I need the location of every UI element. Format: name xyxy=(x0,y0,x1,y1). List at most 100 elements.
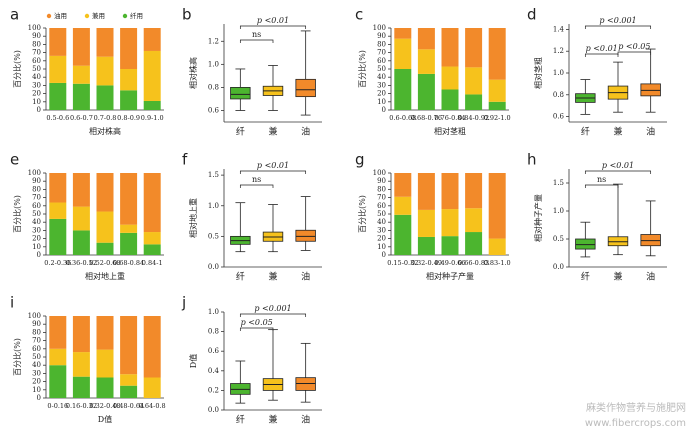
y-tick-label: 30 xyxy=(32,369,41,377)
watermark: www.fibercrops.com xyxy=(585,418,686,429)
bar-segment xyxy=(120,224,138,233)
y-tick-label: 40 xyxy=(377,218,386,226)
bar-segment xyxy=(49,173,67,203)
comparison-bracket xyxy=(584,53,619,57)
bar-segment xyxy=(49,218,67,255)
y-tick-label: 60 xyxy=(377,57,386,65)
bar-segment xyxy=(49,365,67,398)
x-axis-title: 相对茎粗 xyxy=(434,126,466,136)
comparison-bracket xyxy=(239,25,307,29)
y-tick-label: 10 xyxy=(377,243,386,251)
y-tick-label: 20 xyxy=(32,378,41,386)
y-tick-label: 70 xyxy=(32,194,41,202)
y-tick-label: 1.0 xyxy=(208,60,219,68)
y-axis-title: 百分比(%) xyxy=(12,338,22,376)
panel-label: c xyxy=(355,6,363,24)
y-tick-label: 0.0 xyxy=(553,263,564,271)
x-tick-label: 兼 xyxy=(268,271,277,283)
bar-segment xyxy=(394,196,412,215)
comparison-label: p <0.05 xyxy=(618,42,650,51)
y-axis-title: 百分比(%) xyxy=(357,195,367,233)
comparison-bracket xyxy=(239,327,274,331)
x-tick-label: 0.83-1.0 xyxy=(484,259,511,267)
y-tick-label: 0.8 xyxy=(553,91,564,99)
bar-segment xyxy=(394,38,412,69)
y-tick-label: 10 xyxy=(32,243,41,251)
y-tick-label: 60 xyxy=(32,57,41,65)
bar-segment xyxy=(49,202,67,219)
panel-label: f xyxy=(182,151,188,169)
x-tick-label: 0.32-0.48 xyxy=(89,402,120,410)
y-tick-label: 40 xyxy=(377,73,386,81)
y-tick-label: 1.0 xyxy=(553,207,564,215)
bar-segment xyxy=(120,232,138,255)
bar-segment xyxy=(488,238,506,255)
x-tick-label: 兼 xyxy=(268,126,277,138)
comparison-bracket xyxy=(584,25,652,29)
comparison-label: ns xyxy=(252,175,261,184)
x-tick-label: 0-0.16 xyxy=(47,402,68,410)
y-tick-label: 80 xyxy=(32,185,41,193)
y-tick-label: 40 xyxy=(32,361,41,369)
y-tick-label: 0.8 xyxy=(208,328,219,336)
bar-segment xyxy=(96,173,114,212)
bar-segment xyxy=(143,244,161,255)
bar-segment xyxy=(143,377,161,398)
bar-segment xyxy=(96,377,114,398)
bar-segment xyxy=(394,69,412,110)
bar-segment xyxy=(488,173,506,239)
comparison-label: p <0.01 xyxy=(257,16,289,25)
x-tick-label: 油 xyxy=(646,126,655,138)
bar-segment xyxy=(72,316,90,353)
bar-segment xyxy=(72,173,90,207)
y-tick-label: 90 xyxy=(32,177,41,185)
bar-segment xyxy=(417,28,435,50)
y-tick-label: 10 xyxy=(377,98,386,106)
y-tick-label: 0 xyxy=(37,251,41,259)
y-axis-title: 百分比(%) xyxy=(357,50,367,88)
x-tick-label: 0.2-0.36 xyxy=(44,259,71,267)
panel-label: a xyxy=(10,6,19,24)
y-tick-label: 1.5 xyxy=(553,179,564,187)
bar-segment xyxy=(441,89,459,110)
bar-segment xyxy=(143,316,161,378)
x-tick-label: 0.9-1.0 xyxy=(141,114,164,122)
panel-label: g xyxy=(355,151,365,169)
y-axis-title: 百分比(%) xyxy=(12,50,22,88)
y-tick-label: 40 xyxy=(32,73,41,81)
x-tick-label: 兼 xyxy=(268,414,277,426)
bar-segment xyxy=(49,28,67,56)
y-axis-title: 相对茎粗 xyxy=(533,57,543,89)
y-tick-label: 20 xyxy=(377,235,386,243)
legend-label: 油用 xyxy=(54,11,67,20)
y-tick-label: 90 xyxy=(377,32,386,40)
y-tick-label: 0.6 xyxy=(208,106,220,114)
x-tick-label: 0.32-0.49 xyxy=(411,259,442,267)
comparison-bracket xyxy=(239,39,274,43)
y-tick-label: 0 xyxy=(382,251,386,259)
bar-segment xyxy=(49,55,67,83)
x-tick-label: 0.68-0.84 xyxy=(113,259,144,267)
y-axis-title: 百分比(%) xyxy=(12,195,22,233)
y-tick-label: 100 xyxy=(28,24,41,32)
y-tick-label: 0.5 xyxy=(553,235,564,243)
bar-segment xyxy=(488,28,506,80)
bar-segment xyxy=(465,94,483,110)
x-tick-label: 0.48-0.64 xyxy=(113,402,144,410)
x-tick-label: 0.92-1.0 xyxy=(484,114,511,122)
x-tick-label: 纤 xyxy=(581,126,590,138)
comparison-label: p <0.001 xyxy=(254,304,291,313)
bar-segment xyxy=(96,242,114,255)
bar-segment xyxy=(120,374,138,386)
y-axis-title: D值 xyxy=(188,354,198,368)
y-tick-label: 1.4 xyxy=(553,25,565,33)
bar-segment xyxy=(394,173,412,197)
bar-segment xyxy=(441,173,459,210)
y-tick-label: 0.5 xyxy=(208,232,219,240)
x-tick-label: 纤 xyxy=(581,271,590,283)
bar-segment xyxy=(96,349,114,378)
y-tick-label: 0.6 xyxy=(553,113,565,121)
y-tick-label: 0.2 xyxy=(208,386,219,394)
bar-segment xyxy=(465,67,483,95)
y-tick-label: 60 xyxy=(32,202,41,210)
